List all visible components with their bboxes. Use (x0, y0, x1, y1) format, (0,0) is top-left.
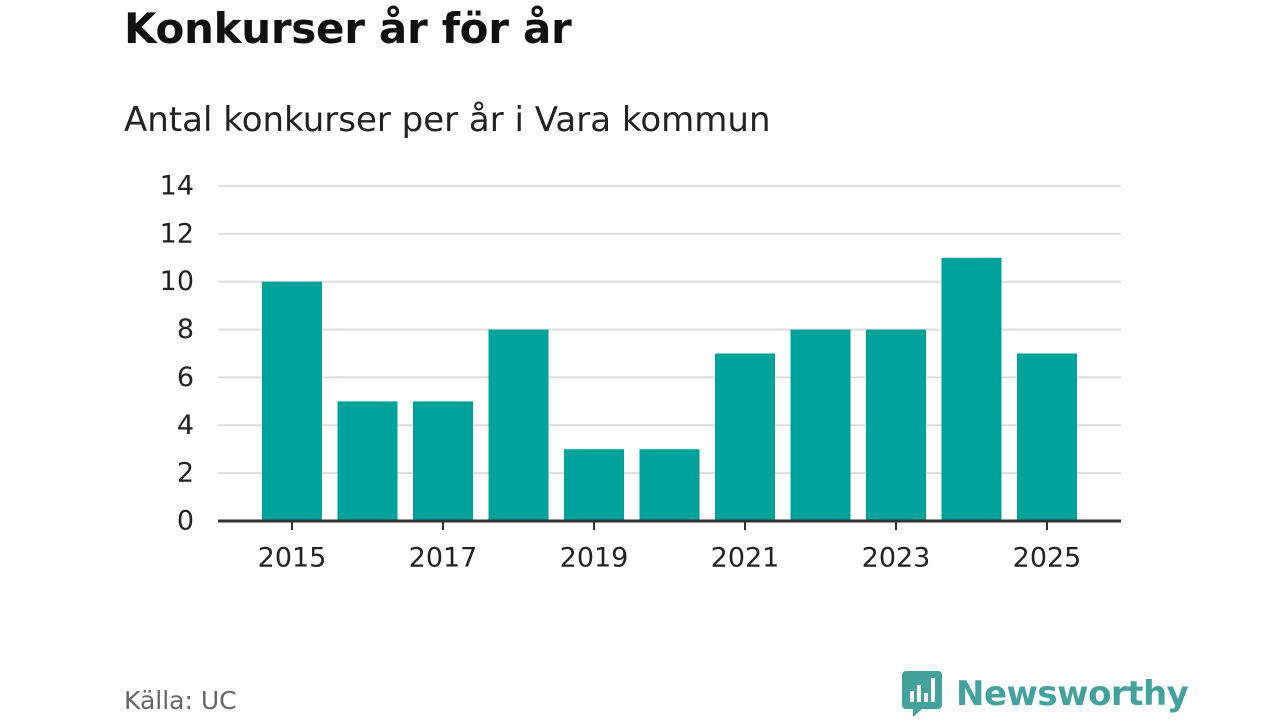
bar-2017 (413, 401, 473, 521)
x-tick-label-2023: 2023 (862, 543, 931, 574)
y-tick-label-10: 10 (160, 266, 194, 297)
x-tick-label-2025: 2025 (1013, 543, 1082, 574)
y-tick-label-6: 6 (177, 362, 194, 393)
bar-2023 (866, 329, 926, 521)
x-tick-label-2019: 2019 (560, 543, 629, 574)
y-tick-label-8: 8 (177, 314, 194, 345)
x-tick-label-2021: 2021 (711, 543, 780, 574)
bar-2015 (262, 281, 322, 521)
bar-2016 (337, 401, 398, 521)
x-tick-label-2015: 2015 (258, 543, 327, 574)
bar-2022 (790, 329, 851, 521)
y-tick-label-0: 0 (177, 506, 194, 537)
bar-2020 (639, 449, 700, 521)
bar-2025 (1017, 353, 1077, 521)
bar-2021 (715, 353, 775, 521)
brand-name: Newsworthy (956, 674, 1189, 714)
x-tick-label-2017: 2017 (409, 543, 478, 574)
chart-subtitle: Antal konkurser per år i Vara kommun (124, 100, 771, 140)
y-tick-label-12: 12 (160, 218, 194, 249)
newsworthy-logo-icon (902, 671, 942, 717)
source-note: Källa: UC (124, 686, 237, 715)
y-tick-label-2: 2 (177, 458, 194, 489)
y-tick-label-4: 4 (177, 410, 194, 441)
y-tick-label-14: 14 (160, 171, 194, 202)
chart-title: Konkurser år för år (124, 4, 572, 53)
bar-2018 (488, 329, 549, 521)
brand-logo: Newsworthy (902, 671, 1189, 717)
bar-2024 (941, 257, 1002, 521)
bar-2019 (564, 449, 624, 521)
